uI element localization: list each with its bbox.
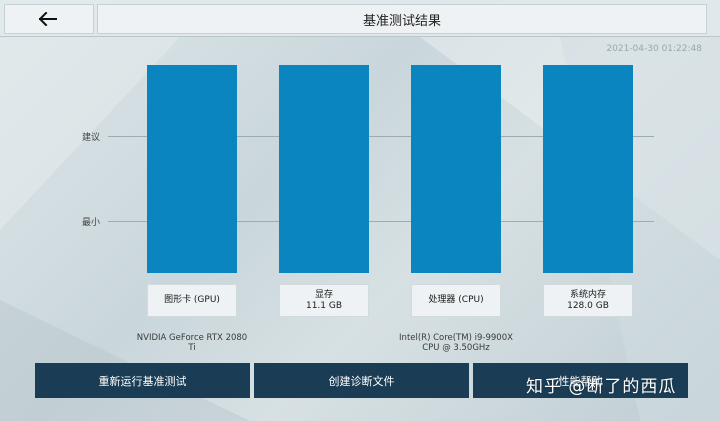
detail-cpu-line1: Intel(R) Core(TM) i9-9900X: [399, 333, 513, 343]
label-system-memory: 系统内存 128.0 GB: [543, 284, 633, 317]
watermark: 知乎 @断了的西瓜: [526, 377, 677, 397]
detail-gpu: NVIDIA GeForce RTX 2080 Ti: [122, 333, 262, 353]
label-system-memory-line1: 系统内存: [569, 289, 606, 300]
gridline-recommended-label: 建议: [81, 133, 100, 143]
performance-help-button[interactable]: 性能帮助: [473, 363, 688, 398]
detail-cpu-line2: CPU @ 3.50GHz: [422, 343, 490, 353]
detail-gpu-line1: NVIDIA GeForce RTX 2080: [136, 333, 248, 343]
bar-system-memory: [543, 65, 633, 273]
detail-gpu-line2: Ti: [188, 343, 196, 353]
label-cpu-line1: 处理器 (CPU): [428, 295, 484, 305]
page-title-text: 基准测试结果: [362, 13, 441, 29]
page-title: 基准测试结果: [97, 4, 707, 34]
label-cpu: 处理器 (CPU): [411, 284, 501, 317]
bar-gpu: [147, 65, 237, 273]
back-button[interactable]: [4, 4, 94, 34]
label-vram: 显存 11.1 GB: [279, 284, 369, 317]
label-gpu-line1: 图形卡 (GPU): [164, 295, 220, 305]
gridline-minimum-label: 最小: [81, 218, 100, 228]
bar-cpu: [411, 65, 501, 273]
title-bar: 基准测试结果: [0, 0, 720, 37]
performance-help-label: 性能帮助: [558, 374, 603, 388]
label-system-memory-line2: 128.0 GB: [567, 300, 609, 311]
label-gpu: 图形卡 (GPU): [147, 284, 237, 317]
rerun-benchmark-button[interactable]: 重新运行基准测试: [35, 363, 250, 398]
gridline-recommended: [108, 136, 654, 137]
gridline-minimum: [108, 221, 654, 222]
create-diagnostics-button[interactable]: 创建诊断文件: [254, 363, 469, 398]
create-diagnostics-label: 创建诊断文件: [328, 374, 395, 388]
rerun-benchmark-label: 重新运行基准测试: [98, 374, 187, 388]
timestamp: 2021-04-30 01:22:48: [606, 44, 702, 54]
label-vram-line2: 11.1 GB: [305, 300, 343, 311]
label-vram-line1: 显存: [314, 289, 333, 300]
back-arrow-icon: [39, 12, 57, 26]
bar-vram: [279, 65, 369, 273]
detail-cpu: Intel(R) Core(TM) i9-9900X CPU @ 3.50GHz: [386, 333, 526, 353]
